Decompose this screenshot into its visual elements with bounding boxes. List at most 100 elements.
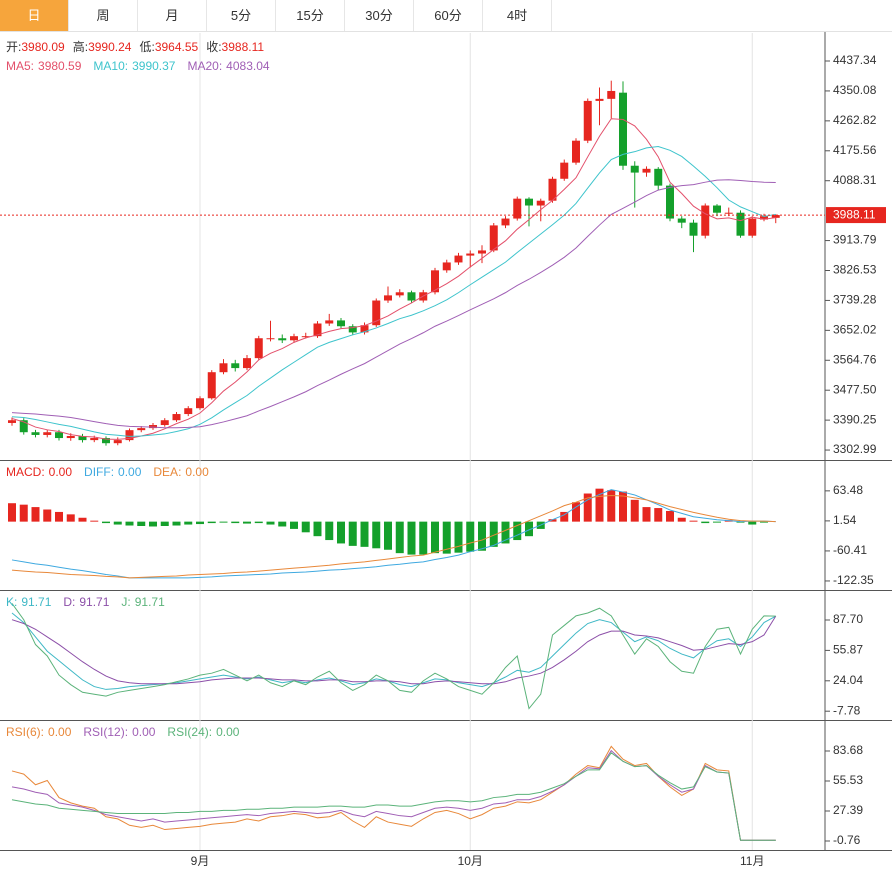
candle-body <box>348 326 357 333</box>
candle-body <box>572 140 580 163</box>
candle-body <box>748 218 757 236</box>
candle-body <box>43 432 52 435</box>
macd-bar <box>701 521 710 524</box>
candle-body <box>384 295 392 301</box>
macd-bar <box>66 514 75 522</box>
macd-bar <box>113 521 122 525</box>
candle-body <box>137 428 146 431</box>
legend-name: MA5: <box>6 59 34 73</box>
period-tab[interactable]: 月 <box>138 0 207 31</box>
macd-bar <box>43 509 52 522</box>
legend-value: 0.00 <box>132 725 156 739</box>
candle-body <box>8 420 16 423</box>
macd-bar <box>137 521 146 526</box>
y-tick-label: -7.78 <box>833 703 861 717</box>
ohlc-value: 3988.11 <box>222 40 265 54</box>
period-tab[interactable]: 周 <box>69 0 138 31</box>
period-tab[interactable]: 日 <box>0 0 69 31</box>
candle-body <box>548 178 557 201</box>
candle-body <box>337 320 345 327</box>
legend-name: RSI(12): <box>83 725 128 739</box>
macd-bar <box>442 521 451 554</box>
macd-bar <box>525 521 533 537</box>
candle-body <box>325 320 334 324</box>
period-tab[interactable]: 60分 <box>414 0 483 31</box>
macd-bar <box>583 493 592 522</box>
macd-bar <box>466 521 475 552</box>
macd-bar <box>713 521 721 523</box>
candle-body <box>125 430 134 441</box>
macd-bar <box>149 521 157 527</box>
y-tick-label: 4350.08 <box>833 83 877 97</box>
candle-body <box>642 168 651 173</box>
candle-body <box>478 250 486 254</box>
candle-body <box>290 336 298 341</box>
macd-bar <box>301 521 310 533</box>
ohlc-value: 3964.55 <box>155 40 199 54</box>
macd-bar <box>125 521 134 526</box>
candle-body <box>266 338 275 340</box>
y-tick-label: 3302.99 <box>833 442 877 456</box>
x-tick-label: 10月 <box>458 854 483 868</box>
candle-body <box>666 185 674 219</box>
last-price-box <box>826 207 886 224</box>
macd-bar <box>501 521 510 544</box>
candle-body <box>407 292 416 301</box>
candle-body <box>454 255 463 263</box>
period-tab[interactable]: 15分 <box>276 0 345 31</box>
candle-body <box>525 198 533 206</box>
y-tick-label: -60.41 <box>833 543 867 557</box>
y-tick-label: 3564.76 <box>833 352 877 366</box>
legend-value: 0.00 <box>48 725 72 739</box>
period-tab[interactable]: 5分 <box>207 0 276 31</box>
last-price-label: 3988.11 <box>833 207 876 221</box>
candle-body <box>689 222 698 236</box>
legend-name: DIFF: <box>84 465 114 479</box>
period-tab[interactable]: 30分 <box>345 0 414 31</box>
macd-bar <box>19 504 28 522</box>
macd-bar <box>254 521 263 524</box>
macd-bar <box>454 521 463 553</box>
y-tick-label: 3390.25 <box>833 412 877 426</box>
x-tick-label: 9月 <box>191 854 210 868</box>
macd-bar <box>431 521 439 554</box>
macd-bar <box>407 521 416 555</box>
macd-bar <box>630 499 639 522</box>
macd-bar <box>313 521 322 537</box>
ma-legend: MA5: 3980.59 MA10: 3990.37 MA20: 4083.04 <box>6 59 270 73</box>
y-tick-label: 1.54 <box>833 513 857 527</box>
macd-bar <box>595 488 604 522</box>
candle-body <box>313 323 322 337</box>
macd-bar <box>231 521 240 524</box>
macd-bar <box>372 521 381 549</box>
candle-body <box>90 438 99 441</box>
macd-bar <box>8 503 16 522</box>
legend-name: MA20: <box>187 59 222 73</box>
macd-bar <box>548 519 557 522</box>
y-tick-label: 3739.28 <box>833 293 877 307</box>
candle-body <box>583 100 592 141</box>
candle-body <box>78 435 87 441</box>
legend-value: 0.00 <box>216 725 240 739</box>
candle-body <box>513 198 522 219</box>
candle-body <box>55 432 63 439</box>
candle-body <box>19 420 28 433</box>
legend-name: D: <box>63 595 75 609</box>
macd-bar <box>513 521 522 541</box>
period-tabs: 日周月 5分 15分 30分 60分 4时 <box>0 0 892 32</box>
macd-bar <box>290 521 298 529</box>
legend-value: 0.00 <box>49 465 73 479</box>
period-tab[interactable]: 4时 <box>483 0 552 31</box>
legend-name: MA10: <box>93 59 128 73</box>
indicator-line <box>11 603 776 710</box>
macd-bar <box>607 490 616 522</box>
macd-bar <box>619 491 627 522</box>
candle-body <box>160 420 169 426</box>
macd-bar <box>325 521 334 541</box>
y-tick-label: 3477.50 <box>833 382 877 396</box>
legend-value: 3990.37 <box>132 59 176 73</box>
y-tick-label: 4437.34 <box>833 53 877 67</box>
ohlc-label: 高: <box>73 39 88 54</box>
macd-bar <box>196 521 204 525</box>
